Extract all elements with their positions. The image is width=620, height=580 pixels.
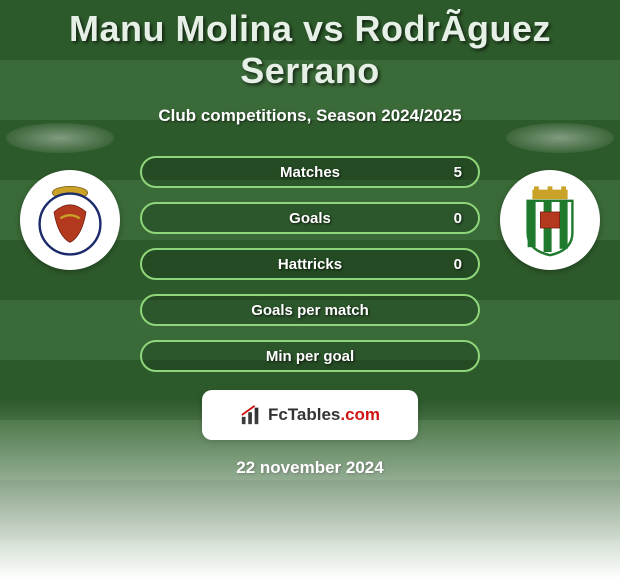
cordoba-crest-icon <box>510 180 590 260</box>
zaragoza-crest-icon <box>30 180 110 260</box>
stat-label: Min per goal <box>266 348 354 365</box>
shadow-ellipse-left <box>6 123 114 153</box>
team-crest-right <box>500 170 600 270</box>
stat-value: 0 <box>454 210 462 227</box>
stat-value: 0 <box>454 256 462 273</box>
stat-label: Goals per match <box>251 302 369 319</box>
stat-row-min-per-goal: Min per goal <box>140 340 480 372</box>
stat-row-matches: Matches 5 <box>140 156 480 188</box>
stat-row-hattricks: Hattricks 0 <box>140 248 480 280</box>
shadow-ellipse-right <box>506 123 614 153</box>
season-subtitle: Club competitions, Season 2024/2025 <box>0 106 620 126</box>
stat-label: Goals <box>289 210 331 227</box>
stat-value: 5 <box>454 164 462 181</box>
stat-label: Hattricks <box>278 256 342 273</box>
comparison-title: Manu Molina vs RodrÃ­guez Serrano <box>0 8 620 92</box>
stat-row-goals-per-match: Goals per match <box>140 294 480 326</box>
stat-row-goals: Goals 0 <box>140 202 480 234</box>
team-crest-left <box>20 170 120 270</box>
bottom-fade <box>0 400 620 580</box>
stat-label: Matches <box>280 164 340 181</box>
